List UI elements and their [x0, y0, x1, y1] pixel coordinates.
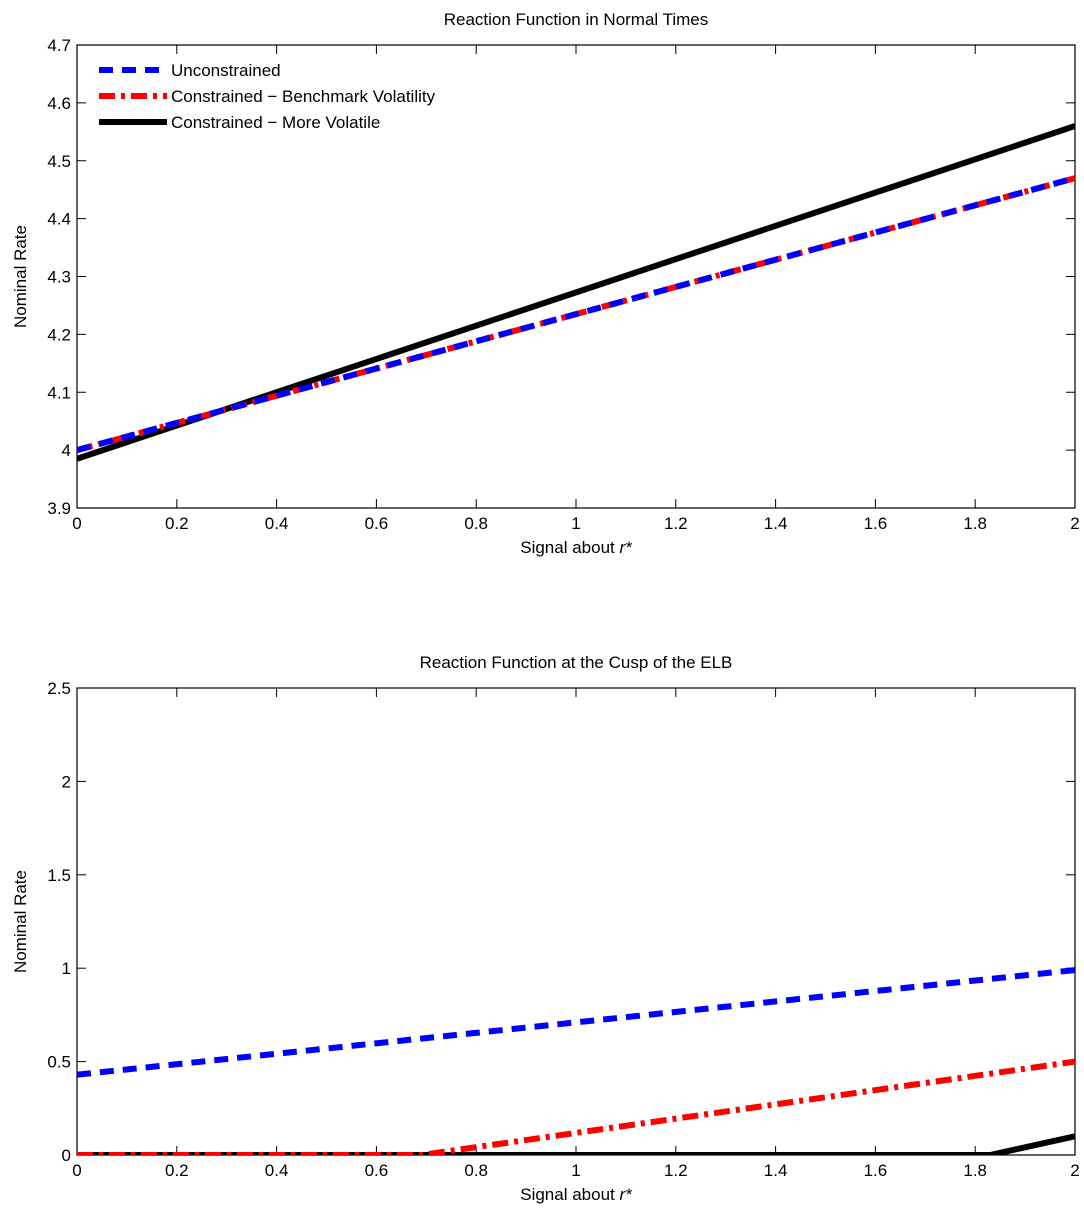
x-axis-label: Signal about r* [520, 538, 633, 557]
y-tick-label: 0.5 [47, 1053, 71, 1072]
y-tick-label: 2.5 [47, 679, 71, 698]
y-axis-label: Nominal Rate [11, 225, 30, 328]
series-line-2 [77, 1058, 1075, 1155]
y-tick-label: 4.5 [47, 152, 71, 171]
legend-label: Constrained − More Volatile [171, 113, 380, 132]
x-tick-label: 1.2 [664, 1161, 688, 1180]
x-tick-label: 0.4 [265, 1161, 289, 1180]
y-tick-label: 4.6 [47, 94, 71, 113]
x-tick-label: 0 [72, 514, 81, 533]
y-tick-label: 4.2 [47, 325, 71, 344]
x-tick-label: 2 [1070, 1161, 1079, 1180]
chart-panel-2: 0 0.2 0.4 0.6 0.8 1 1.2 1.4 1.6 1.8 2 0 0.5 1 1.5 2 2.5 R… [11, 653, 1080, 1204]
x-tick-label: 0.8 [464, 1161, 488, 1180]
x-tick-label: 2 [1070, 514, 1079, 533]
x-tick-label: 1.4 [764, 1161, 788, 1180]
series-line-3 [77, 123, 1075, 462]
chart-title: Reaction Function at the Cusp of the ELB [420, 653, 733, 672]
x-axis-label: Signal about r* [520, 1185, 633, 1204]
x-tick-label: 1.8 [963, 514, 987, 533]
x-tick-label: 1.2 [664, 514, 688, 533]
y-tick-label: 2 [62, 772, 71, 791]
y-tick-label: 0 [62, 1146, 71, 1165]
x-tick-label: 0.2 [165, 514, 189, 533]
series-line-3 [77, 1133, 1075, 1155]
x-tick-label: 1 [571, 1161, 580, 1180]
legend: Unconstrained Constrained − Benchmark Vol… [99, 61, 436, 132]
chart-panel-1: 0 0.2 0.4 0.6 0.8 1 1.2 1.4 1.6 1.8 2 3.9 4 4.1 4.2 4.3… [11, 10, 1080, 557]
y-axis-label: Nominal Rate [11, 870, 30, 973]
legend-label: Unconstrained [171, 61, 281, 80]
chart-title: Reaction Function in Normal Times [444, 10, 709, 29]
x-tick-label: 1.8 [963, 1161, 987, 1180]
y-tick-label: 4.4 [47, 210, 71, 229]
plot-frame [76, 687, 1076, 1156]
y-tick-label: 4 [62, 441, 71, 460]
x-tick-label: 1 [571, 514, 580, 533]
y-tick-label: 3.9 [47, 499, 71, 518]
x-tick-label: 1.4 [764, 514, 788, 533]
y-tick-label: 4.1 [47, 383, 71, 402]
x-tick-label: 0.6 [365, 1161, 389, 1180]
series-line-1 [77, 175, 1075, 454]
y-tick-label: 4.7 [47, 36, 71, 55]
x-tick-label: 1.6 [864, 514, 888, 533]
series-line-1 [77, 967, 1075, 1078]
x-tick-label: 1.6 [864, 1161, 888, 1180]
x-tick-label: 0 [72, 1161, 81, 1180]
x-tick-label: 0.4 [265, 514, 289, 533]
y-tick-label: 1 [62, 959, 71, 978]
y-tick-label: 4.3 [47, 268, 71, 287]
legend-label: Constrained − Benchmark Volatility [171, 87, 436, 106]
y-tick-label: 1.5 [47, 866, 71, 885]
x-tick-label: 0.6 [365, 514, 389, 533]
x-tick-label: 0.2 [165, 1161, 189, 1180]
x-tick-label: 0.8 [464, 514, 488, 533]
